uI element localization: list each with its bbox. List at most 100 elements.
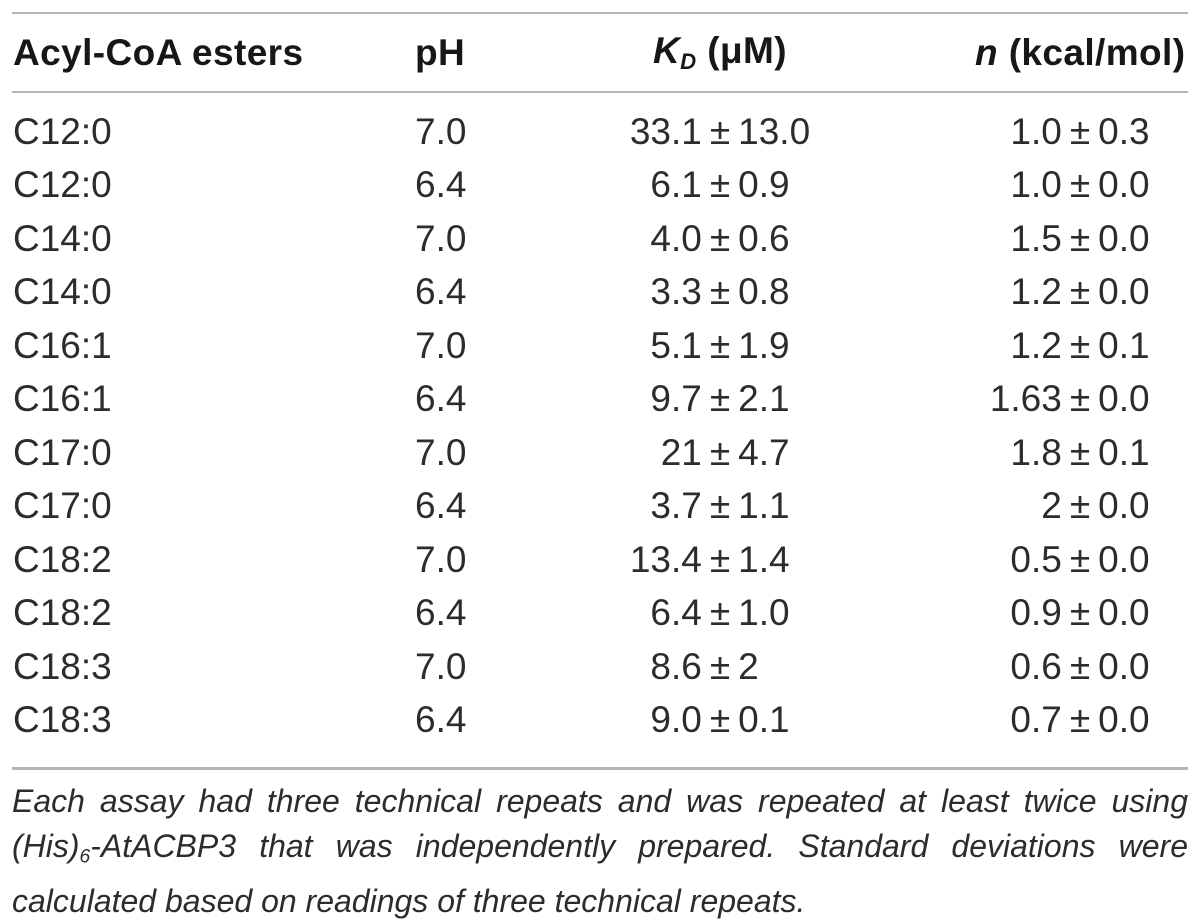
footnote-text: -AtACBP3 that was independently prepared… [90, 828, 1188, 864]
table-row: C17:0 6.4 3.7 ±1.1 2 ±0.0 [0, 480, 1200, 534]
table-row: C17:0 7.0 21 ±4.7 1.8 ±0.1 [0, 426, 1200, 480]
table-row: C14:0 6.4 3.3 ±0.8 1.2 ±0.0 [0, 266, 1200, 320]
plus-minus-sign: ± [709, 271, 731, 313]
n-error: 0.1 [1098, 324, 1150, 366]
table-row: C16:1 6.4 9.7 ±2.1 1.63 ±0.0 [0, 373, 1200, 427]
n-cell: 2 ±0.0 [975, 485, 1185, 527]
kd-value: 3.7 [650, 485, 702, 527]
n-value: 1.63 [989, 378, 1062, 420]
kd-symbol: K [653, 29, 681, 71]
n-error: 0.3 [1098, 110, 1150, 152]
plus-minus-sign: ± [709, 324, 731, 366]
kd-cell: 3.7 ±1.1 [605, 485, 835, 527]
ph-cell: 7.0 [415, 645, 467, 687]
kd-subscript: D [680, 49, 697, 75]
plus-minus-sign: ± [1069, 699, 1091, 741]
n-value: 0.6 [1010, 645, 1062, 687]
n-error: 0.0 [1098, 592, 1150, 634]
table-bottom-rule [12, 767, 1188, 770]
plus-minus-sign: ± [1069, 271, 1091, 313]
kd-value: 9.0 [650, 699, 702, 741]
kd-error: 0.1 [738, 699, 790, 741]
plus-minus-sign: ± [709, 645, 731, 687]
ester-cell: C17:0 [13, 485, 112, 527]
kd-unit: (μM) [696, 29, 787, 71]
n-cell: 0.6 ±0.0 [975, 646, 1185, 688]
kd-error: 0.8 [738, 271, 790, 313]
table-body: C12:0 7.0 33.1 ±13.0 1.0 ±0.3 C12:0 6.4 6.… [0, 92, 1200, 747]
ester-cell: C18:2 [13, 538, 112, 580]
n-cell: 1.8 ±0.1 [975, 432, 1185, 474]
plus-minus-sign: ± [709, 538, 731, 580]
ph-cell: 6.4 [415, 485, 467, 527]
plus-minus-sign: ± [709, 164, 731, 206]
header-ph: pH [415, 31, 466, 73]
kd-value: 6.4 [650, 592, 702, 634]
ph-cell: 6.4 [415, 592, 467, 634]
kd-error: 1.1 [738, 485, 790, 527]
n-cell: 1.63 ±0.0 [975, 378, 1185, 420]
kd-error: 13.0 [738, 110, 811, 152]
n-value: 1.5 [1010, 217, 1062, 259]
n-error: 0.0 [1098, 699, 1150, 741]
ester-cell: C18:3 [13, 699, 112, 741]
table-header-row: Acyl-CoA esters pH KD (μM) n (kcal/mol) [0, 14, 1200, 91]
kd-value: 33.1 [629, 110, 702, 152]
kd-value: 9.7 [650, 378, 702, 420]
n-error: 0.0 [1098, 485, 1150, 527]
n-symbol: n [975, 31, 999, 73]
footnote-line-2: (His)6-AtACBP3 that was independently pr… [12, 824, 1188, 879]
kd-error: 2.1 [738, 378, 790, 420]
table-row: C14:0 7.0 4.0 ±0.6 1.5 ±0.0 [0, 212, 1200, 266]
kd-error: 2 [738, 645, 759, 687]
ph-cell: 6.4 [415, 699, 467, 741]
n-error: 0.0 [1098, 164, 1150, 206]
plus-minus-sign: ± [1069, 431, 1091, 473]
ester-cell: C14:0 [13, 217, 112, 259]
ester-cell: C16:1 [13, 324, 112, 366]
n-error: 0.0 [1098, 271, 1150, 313]
table-row: C18:2 7.0 13.4 ±1.4 0.5 ±0.0 [0, 533, 1200, 587]
kd-value: 13.4 [629, 538, 702, 580]
ester-cell: C18:2 [13, 592, 112, 634]
kd-error: 0.9 [738, 164, 790, 206]
plus-minus-sign: ± [709, 485, 731, 527]
kd-error: 1.4 [738, 538, 790, 580]
plus-minus-sign: ± [1069, 538, 1091, 580]
footnote-text: Each assay had three technical repeats a… [12, 783, 1188, 819]
n-value: 1.0 [1010, 110, 1062, 152]
kd-cell: 6.4 ±1.0 [605, 592, 835, 634]
footnote-text: (His) [12, 828, 80, 864]
ester-cell: C12:0 [13, 164, 112, 206]
n-cell: 0.5 ±0.0 [975, 539, 1185, 581]
kd-value: 6.1 [650, 164, 702, 206]
kd-cell: 33.1 ±13.0 [605, 111, 835, 153]
plus-minus-sign: ± [709, 378, 731, 420]
plus-minus-sign: ± [709, 699, 731, 741]
kd-error: 1.0 [738, 592, 790, 634]
plus-minus-sign: ± [709, 431, 731, 473]
n-error: 0.0 [1098, 378, 1150, 420]
n-unit: (kcal/mol) [998, 31, 1186, 73]
kd-value: 8.6 [650, 645, 702, 687]
plus-minus-sign: ± [1069, 485, 1091, 527]
table-row: C12:0 6.4 6.1 ±0.9 1.0 ±0.0 [0, 159, 1200, 213]
n-value: 1.8 [1010, 431, 1062, 473]
ester-cell: C14:0 [13, 271, 112, 313]
kd-value: 5.1 [650, 324, 702, 366]
table-row: C16:1 7.0 5.1 ±1.9 1.2 ±0.1 [0, 319, 1200, 373]
plus-minus-sign: ± [1069, 217, 1091, 259]
plus-minus-sign: ± [1069, 110, 1091, 152]
ph-cell: 7.0 [415, 217, 467, 259]
plus-minus-sign: ± [1069, 378, 1091, 420]
n-error: 0.0 [1098, 645, 1150, 687]
n-value: 0.5 [1010, 538, 1062, 580]
n-error: 0.0 [1098, 217, 1150, 259]
ph-cell: 7.0 [415, 110, 467, 152]
plus-minus-sign: ± [1069, 164, 1091, 206]
header-kd: KD (μM) [605, 30, 835, 75]
table-row: C12:0 7.0 33.1 ±13.0 1.0 ±0.3 [0, 105, 1200, 159]
n-value: 1.0 [1010, 164, 1062, 206]
plus-minus-sign: ± [1069, 324, 1091, 366]
n-cell: 0.7 ±0.0 [975, 699, 1185, 741]
